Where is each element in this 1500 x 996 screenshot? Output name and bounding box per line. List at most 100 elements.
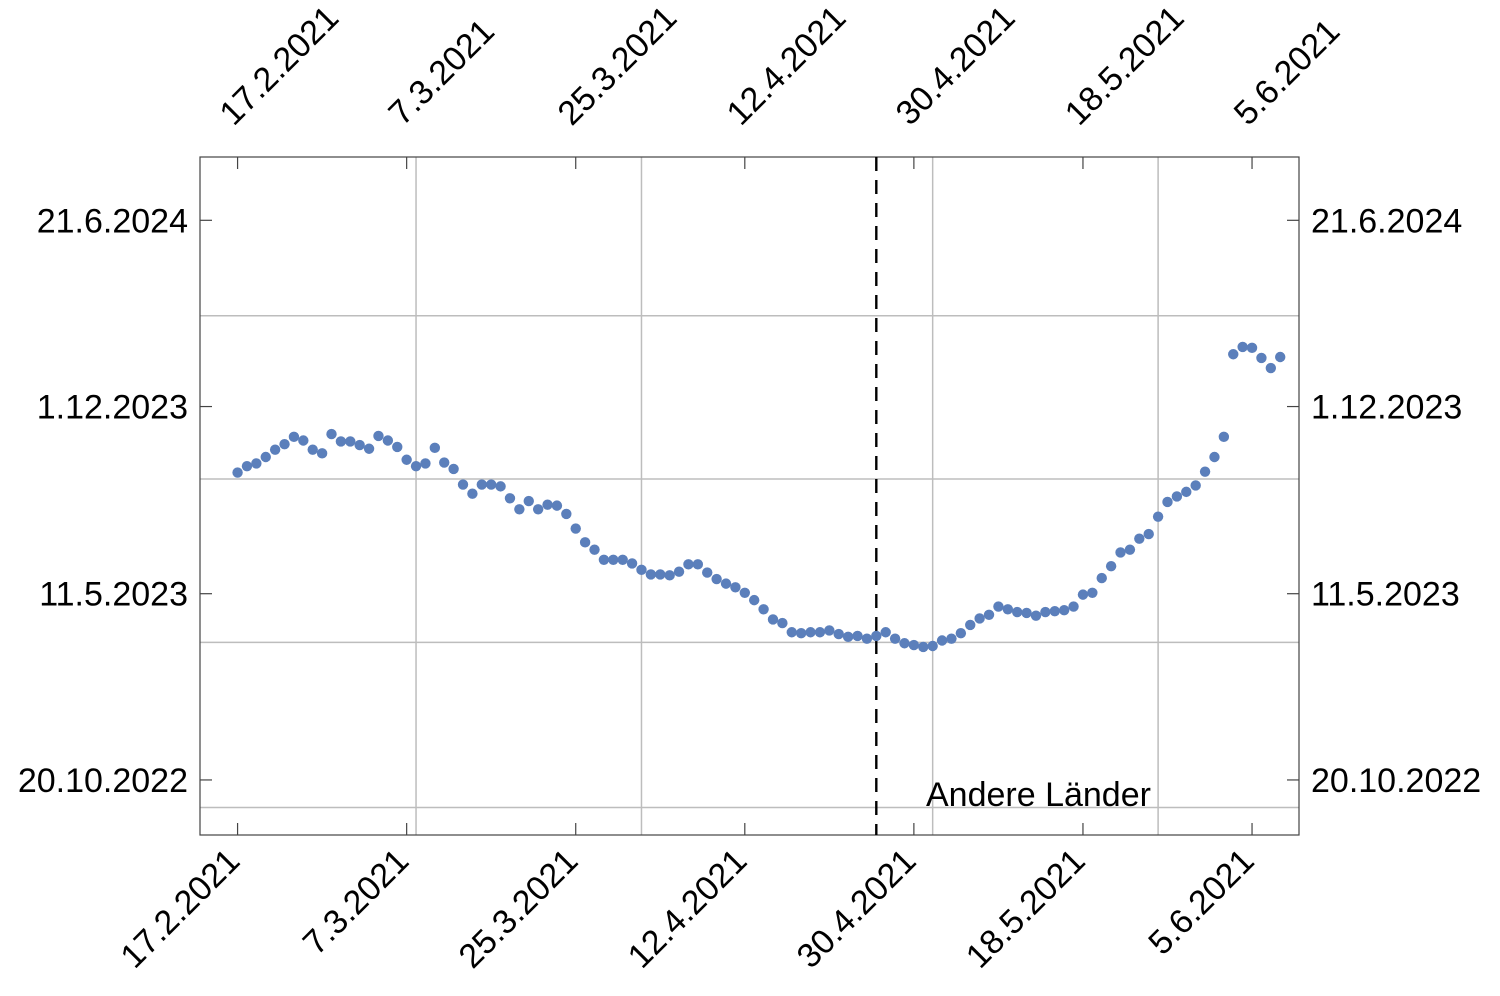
data-point xyxy=(392,441,403,453)
data-point xyxy=(786,627,797,638)
data-point xyxy=(974,613,985,624)
data-point xyxy=(579,537,591,548)
data-point xyxy=(241,460,253,472)
data-point xyxy=(748,594,760,606)
axis-ticks xyxy=(200,157,1299,835)
data-point xyxy=(1190,480,1201,491)
x-tick-label-top: 12.4.2021 xyxy=(720,0,854,133)
data-point xyxy=(946,633,957,644)
data-point xyxy=(345,436,356,447)
data-point xyxy=(532,504,544,515)
data-point xyxy=(842,631,854,643)
data-point xyxy=(767,614,779,625)
data-point xyxy=(495,481,506,492)
data-point xyxy=(504,493,516,504)
data-point xyxy=(363,443,375,454)
data-point xyxy=(777,617,788,629)
data-point xyxy=(523,495,534,507)
data-point xyxy=(1152,511,1164,522)
data-point xyxy=(720,578,732,589)
data-point xyxy=(288,431,300,443)
data-point xyxy=(833,628,844,640)
data-point xyxy=(955,627,967,639)
data-point xyxy=(645,569,657,580)
data-point xyxy=(908,639,920,651)
data-point xyxy=(476,479,487,490)
data-point xyxy=(1115,547,1126,558)
data-point xyxy=(1265,362,1277,374)
x-tick-label-bottom: 30.4.2021 xyxy=(790,842,924,976)
data-point xyxy=(852,630,863,642)
data-point xyxy=(1134,533,1145,544)
data-point xyxy=(561,508,572,520)
data-point xyxy=(739,587,751,598)
x-tick-label-top: 5.6.2021 xyxy=(1227,12,1347,132)
data-point xyxy=(542,499,553,510)
data-point xyxy=(485,479,497,490)
data-point xyxy=(1275,351,1286,363)
data-point xyxy=(1171,491,1183,502)
data-point xyxy=(298,435,309,446)
data-point xyxy=(1162,496,1173,508)
data-point xyxy=(269,444,281,455)
data-point xyxy=(758,604,769,615)
data-point xyxy=(993,601,1004,612)
data-point xyxy=(965,619,976,631)
y-tick-label-left: 21.6.2024 xyxy=(37,202,188,240)
data-point xyxy=(598,554,610,565)
data-point xyxy=(636,564,647,576)
data-point xyxy=(1049,605,1060,617)
data-point xyxy=(279,438,290,450)
x-tick-label-bottom: 12.4.2021 xyxy=(621,842,755,976)
data-point xyxy=(1058,605,1070,616)
data-point xyxy=(439,457,450,468)
data-point xyxy=(795,627,807,639)
x-tick-label-top: 17.2.2021 xyxy=(212,0,346,133)
data-point xyxy=(692,559,704,570)
data-point xyxy=(936,635,948,646)
data-point xyxy=(889,633,901,644)
data-point xyxy=(1199,466,1211,477)
data-point xyxy=(824,625,835,636)
data-point xyxy=(871,630,882,642)
data-point xyxy=(335,436,347,447)
data-point xyxy=(626,558,638,569)
data-point xyxy=(608,554,619,565)
x-tick-label-top: 25.3.2021 xyxy=(551,0,685,133)
y-tick-label-right: 20.10.2022 xyxy=(1311,762,1481,800)
data-point xyxy=(1068,601,1079,612)
x-tick-label-bottom: 5.6.2021 xyxy=(1141,842,1261,962)
data-point xyxy=(1228,349,1239,360)
data-point xyxy=(1002,604,1014,615)
data-point xyxy=(730,582,741,593)
data-point xyxy=(401,454,412,465)
data-point xyxy=(899,638,910,649)
data-point xyxy=(983,609,995,621)
x-tick-label-bottom: 25.3.2021 xyxy=(452,842,586,976)
grid-lines xyxy=(200,157,1299,835)
y-tick-label-left: 11.5.2023 xyxy=(39,576,188,614)
data-point xyxy=(814,627,826,638)
data-point xyxy=(664,570,675,581)
data-point xyxy=(1077,589,1089,600)
y-tick-label-right: 11.5.2023 xyxy=(1311,576,1460,614)
data-point xyxy=(316,448,328,459)
data-point xyxy=(1237,341,1248,353)
data-point xyxy=(514,504,525,515)
data-point xyxy=(1096,572,1107,584)
data-point xyxy=(1030,610,1042,621)
x-tick-label-top: 30.4.2021 xyxy=(889,0,1023,133)
data-point xyxy=(1246,342,1258,354)
data-point xyxy=(617,554,628,565)
data-point xyxy=(326,428,337,440)
data-point xyxy=(711,573,722,585)
y-tick-label-left: 1.12.2023 xyxy=(37,389,188,427)
annotation-label: Andere Länder xyxy=(926,776,1151,814)
data-point xyxy=(1124,544,1136,555)
data-point xyxy=(1105,560,1117,572)
x-tick-label-bottom: 17.2.2021 xyxy=(113,842,247,976)
plot-frame xyxy=(199,156,1300,836)
data-point xyxy=(354,439,365,451)
data-point xyxy=(429,442,441,454)
